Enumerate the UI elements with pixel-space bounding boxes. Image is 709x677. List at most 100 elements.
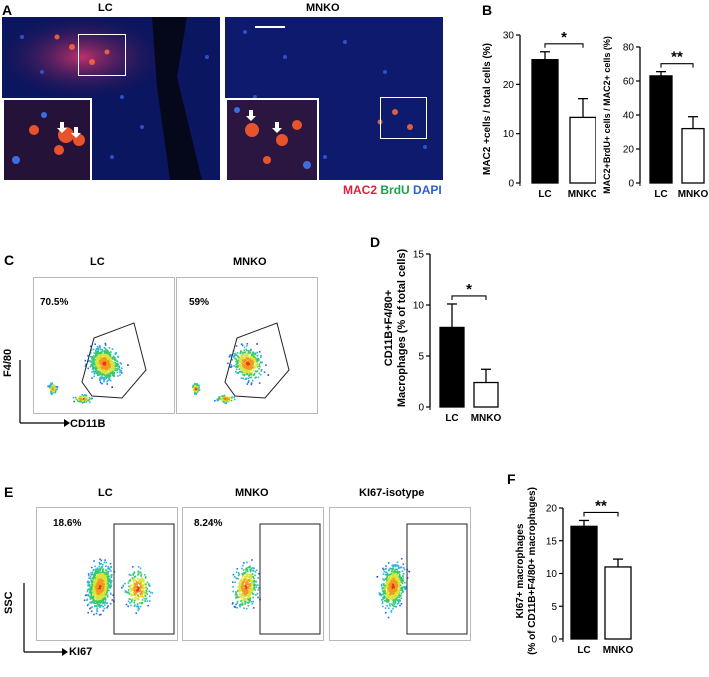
event-dot	[107, 373, 110, 375]
significance-bracket	[451, 295, 487, 300]
event-dot	[134, 583, 136, 585]
event-dot	[402, 591, 404, 593]
event-dot	[98, 568, 100, 571]
event-dot	[391, 577, 393, 579]
event-dot	[245, 594, 247, 596]
event-dot	[100, 352, 103, 355]
event-dot	[84, 397, 87, 399]
panel-e-isotype-label: KI67-isotype	[359, 487, 425, 499]
event-dot	[86, 598, 89, 601]
event-dot	[395, 582, 398, 584]
event-dot	[194, 384, 196, 387]
event-dot	[98, 613, 101, 616]
event-dot	[101, 569, 104, 572]
event-dot	[98, 587, 101, 590]
event-dot	[401, 589, 404, 592]
event-dot	[81, 399, 83, 402]
event-dot	[388, 603, 391, 605]
event-dot	[223, 394, 226, 397]
event-dot	[145, 586, 148, 589]
event-dot	[254, 366, 256, 368]
event-dot	[246, 581, 249, 584]
event-dot	[127, 605, 129, 608]
event-dot	[115, 365, 117, 367]
event-dot	[109, 568, 111, 571]
event-dot	[99, 596, 102, 599]
event-dot	[47, 385, 49, 388]
event-dot	[108, 363, 111, 366]
flow-plot-c-mnko	[176, 277, 318, 414]
event-dot	[105, 573, 107, 576]
event-dot	[242, 581, 245, 584]
event-dot	[394, 574, 397, 577]
event-dot	[108, 374, 111, 377]
event-dot	[106, 606, 108, 609]
event-dot	[392, 574, 394, 577]
event-dot	[99, 558, 101, 561]
event-dot	[386, 574, 389, 577]
event-dot	[138, 608, 140, 610]
gate-rectangle	[113, 523, 175, 635]
event-dot	[245, 359, 248, 362]
gate-pct-c-mnko: 59%	[189, 297, 210, 308]
event-dot	[107, 580, 110, 583]
event-dot	[147, 583, 150, 585]
event-dot	[234, 593, 237, 596]
event-dot	[87, 573, 90, 575]
event-dot	[393, 603, 396, 606]
event-dot	[109, 368, 112, 370]
event-dot	[140, 574, 143, 577]
significance-bracket	[544, 43, 584, 48]
event-dot	[105, 590, 108, 593]
event-dot	[138, 602, 141, 604]
event-dot	[242, 574, 244, 576]
event-dot	[133, 587, 136, 590]
event-dot	[93, 366, 96, 369]
event-dot	[95, 599, 98, 602]
event-dot	[106, 352, 108, 355]
event-dot	[192, 386, 195, 389]
event-dot	[236, 606, 239, 609]
event-dot	[389, 577, 391, 579]
event-dot	[90, 586, 93, 588]
event-dot	[244, 571, 247, 574]
event-dot	[388, 568, 390, 571]
event-dot	[398, 587, 401, 589]
event-dot	[92, 578, 95, 580]
event-dot	[143, 586, 146, 589]
event-dot	[219, 396, 221, 398]
x-tick-label: LC	[577, 645, 590, 656]
event-dot	[51, 386, 54, 389]
event-dot	[102, 601, 105, 604]
event-dot	[382, 583, 385, 585]
y-tick-label: 15	[413, 250, 425, 261]
event-dot	[103, 372, 105, 374]
event-dot	[384, 588, 387, 590]
event-dot	[404, 581, 406, 584]
event-dot	[236, 567, 239, 570]
event-dot	[107, 566, 110, 568]
event-dot	[99, 577, 102, 580]
event-dot	[102, 354, 105, 357]
event-dot	[388, 593, 390, 596]
event-dot	[109, 366, 111, 368]
event-dot	[141, 601, 144, 604]
event-dot	[397, 564, 399, 567]
event-dot	[387, 587, 390, 590]
event-dot	[92, 588, 95, 591]
event-dot	[111, 361, 114, 364]
event-dot	[106, 579, 109, 581]
event-dot	[256, 355, 259, 357]
event-dot	[239, 586, 241, 589]
event-dot	[89, 345, 92, 348]
event-dot	[76, 399, 79, 402]
event-dot	[243, 346, 246, 349]
event-dot	[137, 580, 140, 582]
y-tick-label: 0	[418, 403, 424, 414]
bar-mnko	[473, 381, 499, 408]
event-dot	[243, 598, 245, 601]
gate-rectangle	[259, 523, 321, 635]
event-dot	[244, 378, 247, 381]
event-dot	[244, 352, 246, 355]
event-dot	[94, 579, 97, 581]
